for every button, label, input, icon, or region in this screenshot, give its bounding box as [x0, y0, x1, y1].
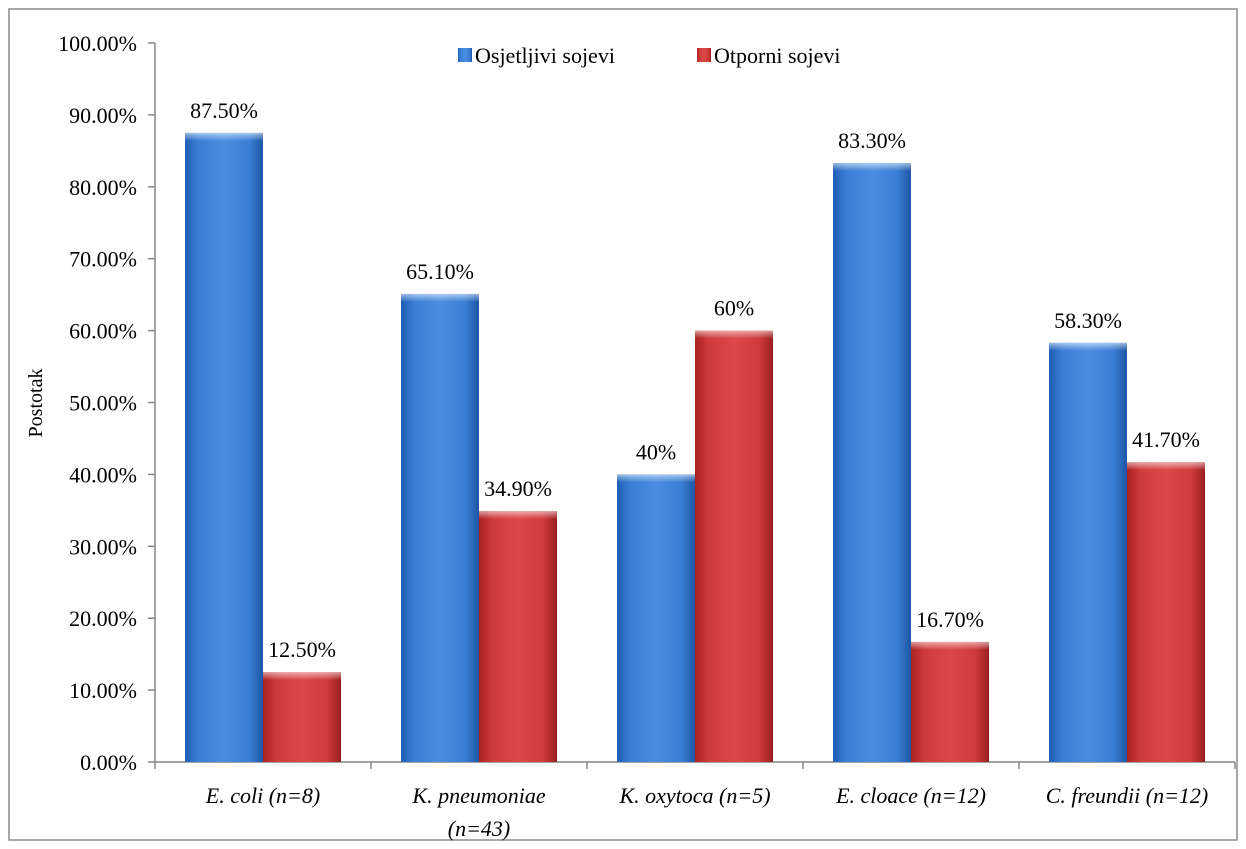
data-label: 41.70%	[1132, 427, 1200, 452]
bar-otporni	[695, 330, 773, 762]
x-category-label: K. oxytoca (n=5)	[618, 783, 770, 808]
data-label: 87.50%	[190, 98, 258, 123]
data-label: 58.30%	[1054, 308, 1122, 333]
bar-highlight	[617, 474, 695, 483]
bar-highlight	[1049, 342, 1127, 351]
y-tick-label: 100.00%	[58, 31, 137, 56]
data-label: 34.90%	[484, 476, 552, 501]
bar-highlight	[833, 163, 911, 172]
data-label: 16.70%	[916, 607, 984, 632]
data-label: 40%	[636, 439, 676, 464]
bar-highlight	[911, 641, 989, 650]
bar-highlight	[695, 330, 773, 339]
x-category-label: C. freundii (n=12)	[1046, 783, 1209, 808]
y-tick-label: 30.00%	[69, 534, 137, 559]
y-tick-label: 70.00%	[69, 247, 137, 272]
bar-osjetljivi	[401, 293, 479, 762]
y-tick-label: 60.00%	[69, 319, 137, 344]
legend-item: Osjetljivi sojevi	[458, 43, 615, 68]
bar-otporni	[911, 641, 989, 762]
bar-otporni	[479, 511, 557, 762]
x-category-label: E. coli (n=8)	[205, 783, 320, 808]
legend-swatch	[458, 48, 472, 62]
x-category-label: K. pneumoniae (n=43)	[411, 783, 545, 841]
data-label: 65.10%	[406, 259, 474, 284]
bar-highlight	[1127, 462, 1205, 471]
legend-swatch	[697, 48, 711, 62]
bar-highlight	[185, 132, 263, 141]
legend-item: Otporni sojevi	[697, 43, 841, 68]
data-label: 83.30%	[838, 128, 906, 153]
y-tick-label: 80.00%	[69, 175, 137, 200]
y-tick-label: 50.00%	[69, 391, 137, 416]
bar-osjetljivi	[833, 163, 911, 762]
bar-osjetljivi	[617, 474, 695, 762]
bar-otporni	[263, 672, 341, 762]
y-tick-label: 90.00%	[69, 103, 137, 128]
x-category-label: E. cloace (n=12)	[835, 783, 986, 808]
y-axis-title: Postotak	[25, 369, 47, 438]
data-label: 12.50%	[268, 637, 336, 662]
legend-label: Otporni sojevi	[714, 43, 841, 68]
bar-highlight	[479, 511, 557, 520]
bar-otporni	[1127, 462, 1205, 762]
bar-highlight	[263, 672, 341, 681]
bar-highlight	[401, 293, 479, 302]
bar-osjetljivi	[185, 132, 263, 762]
y-tick-label: 20.00%	[69, 606, 137, 631]
y-tick-label: 10.00%	[69, 678, 137, 703]
data-label: 60%	[714, 296, 754, 321]
legend-label: Osjetljivi sojevi	[475, 43, 615, 68]
bar-osjetljivi	[1049, 342, 1127, 762]
y-tick-label: 40.00%	[69, 462, 137, 487]
y-tick-label: 0.00%	[80, 750, 137, 775]
